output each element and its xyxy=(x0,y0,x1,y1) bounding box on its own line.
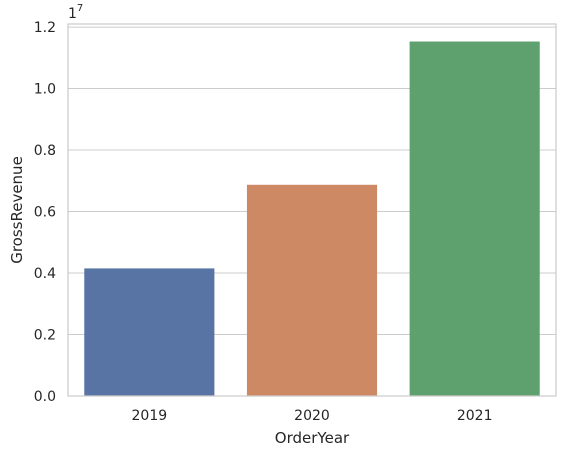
y-axis-label: GrossRevenue xyxy=(8,156,26,264)
y-tick-label: 0.2 xyxy=(34,328,56,344)
x-axis-ticks: 2019 2020 2021 xyxy=(132,408,493,424)
y-tick-label: 0.4 xyxy=(34,266,56,282)
y-axis-ticks: 0.0 0.2 0.4 0.6 0.8 1.0 1.2 xyxy=(34,20,56,405)
y-tick-label: 0.8 xyxy=(34,143,56,159)
y-tick-label: 1.2 xyxy=(34,20,56,36)
x-axis-label: OrderYear xyxy=(275,429,350,447)
y-tick-label: 0.6 xyxy=(34,205,56,221)
x-tick-label: 2019 xyxy=(132,408,168,424)
y-tick-label: 1.0 xyxy=(34,82,56,98)
bars xyxy=(84,41,540,397)
x-tick-label: 2021 xyxy=(457,408,493,424)
bar-2021 xyxy=(409,41,540,397)
bar-2019 xyxy=(84,268,215,396)
plot-area-frame xyxy=(67,23,557,397)
y-tick-label: 0.0 xyxy=(34,389,56,405)
bar-2020 xyxy=(246,184,378,396)
y-axis-offset-label: 17 xyxy=(68,3,83,22)
x-tick-label: 2020 xyxy=(294,408,330,424)
